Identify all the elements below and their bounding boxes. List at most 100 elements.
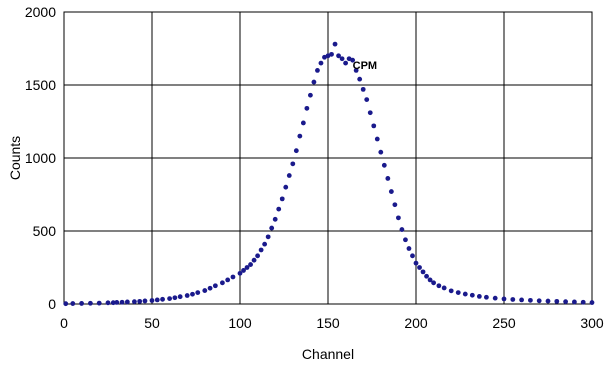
data-point <box>230 274 236 280</box>
data-point <box>110 300 116 306</box>
data-point <box>132 299 137 305</box>
data-point <box>589 300 595 305</box>
data-point <box>190 291 195 297</box>
data-point <box>167 296 173 301</box>
x-axis-ticks: 0 50 100 150 200 250 300 <box>60 315 604 331</box>
data-point <box>255 253 260 259</box>
data-point <box>332 41 338 47</box>
data-point <box>536 298 542 304</box>
data-point <box>563 299 568 305</box>
data-point <box>336 53 341 59</box>
data-point <box>374 136 380 142</box>
data-point <box>251 257 257 263</box>
data-point <box>580 299 586 305</box>
data-point <box>304 105 310 111</box>
data-point <box>276 206 282 212</box>
grid <box>64 12 592 304</box>
data-point <box>462 291 468 297</box>
data-point <box>265 234 271 240</box>
data-point <box>241 268 246 273</box>
data-point <box>195 290 201 296</box>
data-point <box>225 277 231 283</box>
data-point <box>392 202 398 208</box>
x-tick-label: 200 <box>404 315 428 331</box>
data-point <box>184 293 190 298</box>
data-point <box>202 288 208 293</box>
data-point <box>371 123 377 129</box>
x-tick-label: 300 <box>580 315 604 331</box>
data-point <box>396 215 401 221</box>
y-tick-label: 1000 <box>25 150 56 166</box>
data-point <box>220 280 225 286</box>
data-point <box>105 300 111 306</box>
data-point <box>381 162 387 168</box>
data-point <box>172 295 178 301</box>
y-tick-label: 500 <box>33 223 57 239</box>
data-point <box>350 57 356 63</box>
data-point <box>70 301 76 306</box>
data-point <box>469 292 475 298</box>
data-point <box>406 246 412 251</box>
data-point <box>510 297 516 302</box>
y-axis-ticks: 0 500 1000 1500 2000 <box>25 4 56 312</box>
x-tick-label: 50 <box>144 315 160 331</box>
annotation-cpm: CPM <box>353 60 377 72</box>
data-point <box>339 56 345 62</box>
x-tick-label: 0 <box>60 315 68 331</box>
data-point <box>154 297 160 303</box>
data-point <box>484 294 489 300</box>
y-tick-label: 1500 <box>25 77 56 93</box>
data-point <box>441 285 447 291</box>
data-point <box>290 161 296 167</box>
data-point <box>413 260 419 266</box>
data-point <box>528 297 533 303</box>
data-point <box>353 68 359 73</box>
data-point <box>448 288 454 294</box>
x-tick-label: 250 <box>492 315 516 331</box>
data-point <box>119 299 125 305</box>
data-point <box>114 299 120 305</box>
data-point <box>272 216 278 222</box>
data-point <box>269 225 275 231</box>
data-point <box>403 237 408 243</box>
data-point <box>436 283 442 289</box>
x-tick-label: 100 <box>228 315 252 331</box>
data-point <box>311 79 317 85</box>
data-point <box>308 92 313 98</box>
plot-frame <box>63 11 593 305</box>
data-point <box>124 299 130 305</box>
data-point <box>315 68 320 73</box>
data-point <box>318 60 324 66</box>
data-point <box>554 298 560 304</box>
data-point <box>262 241 268 247</box>
data-point <box>545 298 551 304</box>
data-point <box>417 265 422 270</box>
x-axis-title: Channel <box>302 346 354 362</box>
data-point <box>519 297 524 303</box>
data-point <box>364 97 370 102</box>
data-point <box>212 283 218 289</box>
y-tick-label: 0 <box>48 296 56 312</box>
data-point <box>476 294 482 299</box>
data-point <box>177 294 183 300</box>
data-point <box>572 299 577 305</box>
data-point <box>63 301 69 307</box>
data-point <box>286 173 292 178</box>
data-point <box>410 253 415 259</box>
data-point <box>399 227 405 232</box>
data-point <box>244 265 250 270</box>
x-tick-label: 150 <box>316 315 340 331</box>
data-point <box>96 300 102 306</box>
data-point <box>79 301 84 306</box>
data-point <box>378 149 384 155</box>
data-point <box>329 51 334 57</box>
data-point <box>492 295 498 301</box>
data-point <box>297 133 303 139</box>
y-tick-label: 2000 <box>25 4 56 20</box>
data-point <box>501 296 507 302</box>
data-points <box>63 41 595 307</box>
data-point <box>293 148 299 154</box>
data-point <box>142 298 148 304</box>
data-point <box>427 277 433 283</box>
